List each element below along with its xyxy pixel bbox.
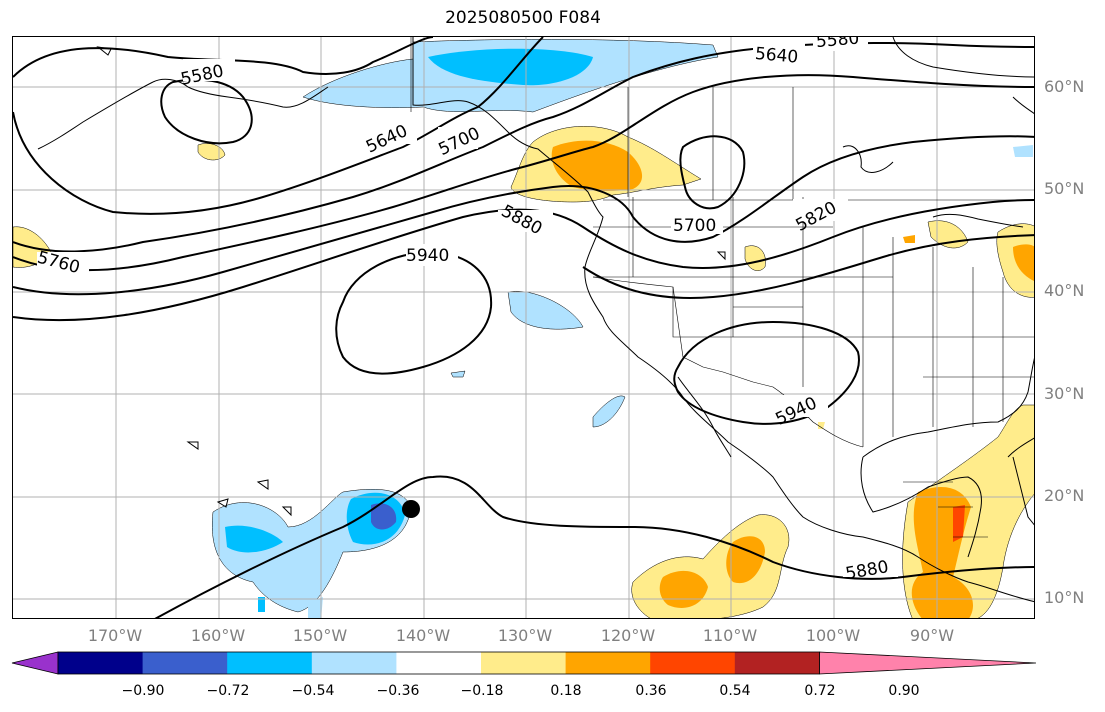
- colorbar-cell: [819, 651, 1037, 675]
- colorbar-cell: [142, 652, 228, 674]
- colorbar-cell: [565, 652, 651, 674]
- lat-label-40n: 40°N: [1044, 281, 1085, 300]
- map-frame: 5580 5580 5640 5640 5700 5700 5760 5820 …: [12, 36, 1035, 619]
- colorbar-tick-label: 0.18: [550, 683, 582, 699]
- lat-label-60n: 60°N: [1044, 77, 1085, 96]
- colorbar-tick-label: 0.72: [804, 683, 836, 699]
- colorbar-cell: [11, 651, 59, 675]
- lat-label-10n: 10°N: [1044, 588, 1085, 607]
- contour-labels: 5580 5580 5640 5640 5700 5700 5760 5820 …: [35, 37, 890, 584]
- lon-label-120w: 120°W: [600, 626, 656, 645]
- contour-label: 5580: [815, 37, 860, 52]
- height-contours: [13, 37, 1034, 618]
- colorbar-tick-label: 0.54: [719, 683, 751, 699]
- map-canvas: 5580 5580 5640 5640 5700 5700 5760 5820 …: [13, 37, 1034, 618]
- storm-center-marker: [402, 500, 420, 518]
- lat-label-50n: 50°N: [1044, 179, 1085, 198]
- political-borders: [410, 37, 1034, 538]
- lon-label-100w: 100°W: [805, 626, 861, 645]
- colorbar-tick-label: 0.36: [635, 683, 667, 699]
- colorbar-tick-label: −0.90: [121, 683, 165, 699]
- graticule: [13, 37, 1034, 618]
- colorbar-cell: [396, 652, 482, 674]
- colorbar-cell: [481, 652, 567, 674]
- colorbar-tick-label: −0.36: [376, 683, 420, 699]
- colorbar-tick-label: 0.90: [888, 683, 920, 699]
- lon-label-110w: 110°W: [702, 626, 758, 645]
- contour-label: 5640: [754, 44, 799, 68]
- contour-label-backgrounds: [37, 37, 898, 577]
- colorbar-outline: [57, 651, 820, 675]
- lon-label-160w: 160°W: [190, 626, 246, 645]
- contour-label: 5880: [498, 201, 546, 239]
- page-title: 2025080500 F084: [445, 8, 601, 28]
- colorbar-tick-label: −0.18: [460, 683, 504, 699]
- contour-label: 5940: [406, 246, 449, 266]
- colorbar-tick-label: −0.54: [291, 683, 335, 699]
- lon-label-170w: 170°W: [87, 626, 143, 645]
- colorbar-cell: [311, 652, 397, 674]
- colorbar-cell: [227, 652, 313, 674]
- lat-label-30n: 30°N: [1044, 384, 1085, 403]
- negative-anomaly-fill: [211, 39, 1033, 618]
- lon-label-150w: 150°W: [292, 626, 348, 645]
- colorbar-cell: [650, 652, 736, 674]
- colorbar: [11, 651, 1037, 675]
- colorbar-cell: [734, 652, 820, 674]
- contour-label: 5700: [673, 216, 716, 236]
- lon-label-90w: 90°W: [909, 626, 955, 645]
- lon-label-140w: 140°W: [395, 626, 451, 645]
- lon-label-130w: 130°W: [497, 626, 553, 645]
- colorbar-cell: [58, 652, 144, 674]
- colorbar-tick-label: −0.72: [206, 683, 250, 699]
- lat-label-20n: 20°N: [1044, 486, 1085, 505]
